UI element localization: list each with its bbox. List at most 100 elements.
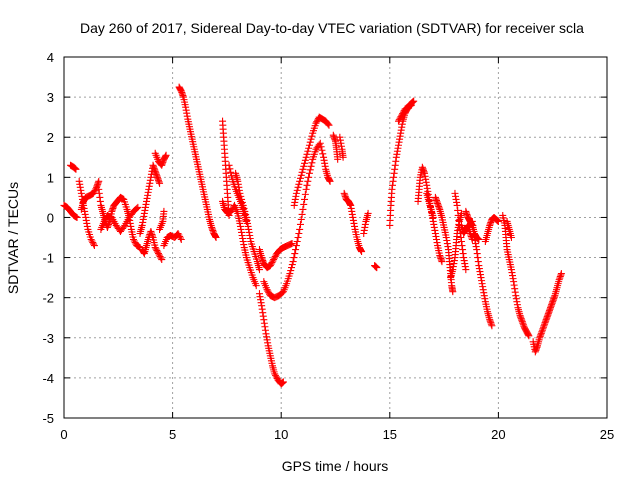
data-point xyxy=(494,217,502,225)
data-point xyxy=(134,203,142,211)
data-point xyxy=(507,234,515,241)
data-point xyxy=(95,177,103,185)
data-point xyxy=(410,97,418,105)
data-point xyxy=(296,225,304,233)
data-point xyxy=(306,138,314,146)
y-tick-label: 4 xyxy=(47,50,54,65)
data-point xyxy=(319,150,327,158)
data-point xyxy=(72,165,80,173)
data-point xyxy=(227,168,235,176)
data-point xyxy=(266,262,274,270)
plot-frame xyxy=(63,56,608,419)
data-point xyxy=(307,162,315,170)
data-point xyxy=(292,189,300,197)
y-tick-label: -5 xyxy=(42,411,54,426)
x-tick-label: 10 xyxy=(274,427,288,442)
data-point xyxy=(73,213,81,221)
y-tick-label: -2 xyxy=(42,291,54,306)
data-point xyxy=(306,166,314,174)
data-point xyxy=(176,232,184,240)
data-point xyxy=(296,220,304,228)
data-point xyxy=(304,177,312,185)
data-point xyxy=(156,253,164,261)
data-point xyxy=(325,121,333,129)
data-point xyxy=(238,198,246,206)
data-point xyxy=(238,195,246,203)
data-point xyxy=(429,213,437,221)
data-point xyxy=(236,189,244,197)
x-tick-labels: 0 5 10 15 20 25 xyxy=(60,427,614,442)
data-point xyxy=(525,332,533,340)
data-point xyxy=(289,258,297,266)
chart-title: Day 260 of 2017, Sidereal Day-to-day VTE… xyxy=(80,20,584,36)
data-point xyxy=(438,258,446,266)
data-point xyxy=(177,236,185,244)
data-point xyxy=(318,146,326,154)
data-point xyxy=(302,153,310,161)
data-point xyxy=(101,216,109,224)
data-point xyxy=(225,161,233,169)
data-point xyxy=(271,370,279,378)
data-point xyxy=(399,110,407,118)
data-point xyxy=(307,135,315,143)
data-point xyxy=(316,139,324,147)
data-point xyxy=(326,177,334,185)
x-tick-label: 5 xyxy=(169,427,176,442)
data-point xyxy=(130,237,138,245)
data-point xyxy=(130,236,138,244)
y-tick-label: -1 xyxy=(42,251,54,266)
data-point xyxy=(89,189,97,197)
data-point xyxy=(89,239,97,247)
data-point xyxy=(301,190,309,198)
data-point xyxy=(308,159,316,167)
data-point xyxy=(395,116,403,124)
data-point xyxy=(292,246,300,254)
data-point xyxy=(267,260,275,268)
data-point xyxy=(305,173,313,181)
data-point xyxy=(305,169,313,177)
data-point xyxy=(131,239,139,247)
data-point xyxy=(299,165,307,173)
data-point xyxy=(394,117,402,125)
data-point xyxy=(295,180,303,188)
x-tick-label: 15 xyxy=(383,427,397,442)
data-point xyxy=(270,256,278,264)
data-point xyxy=(263,286,271,294)
data-point xyxy=(239,201,247,209)
data-point xyxy=(271,371,279,379)
data-point xyxy=(272,373,280,381)
data-point xyxy=(264,287,272,295)
data-point xyxy=(158,256,166,264)
data-point xyxy=(154,248,162,256)
data-point xyxy=(288,261,296,269)
data-point xyxy=(162,151,170,159)
data-point xyxy=(396,114,404,122)
data-point xyxy=(339,153,347,161)
data-point xyxy=(269,257,277,265)
data-point xyxy=(120,223,128,231)
data-point xyxy=(160,207,168,215)
data-point xyxy=(292,242,300,250)
data-point xyxy=(237,192,245,200)
data-point xyxy=(293,186,301,194)
data-point xyxy=(151,244,159,252)
data-point xyxy=(300,200,308,208)
data-point xyxy=(399,108,407,116)
data-point xyxy=(240,204,248,212)
data-point xyxy=(300,162,308,170)
data-point xyxy=(154,250,162,258)
data-point xyxy=(293,238,301,246)
y-tick-label: 3 xyxy=(47,90,54,105)
data-point xyxy=(287,267,295,275)
data-point xyxy=(279,378,287,386)
data-point xyxy=(176,234,184,242)
data-point xyxy=(155,251,163,259)
data-point xyxy=(408,101,416,109)
data-point xyxy=(268,259,276,267)
data-point xyxy=(252,282,260,290)
data-point xyxy=(462,266,470,274)
data-point xyxy=(296,174,304,182)
data-point xyxy=(153,247,161,255)
